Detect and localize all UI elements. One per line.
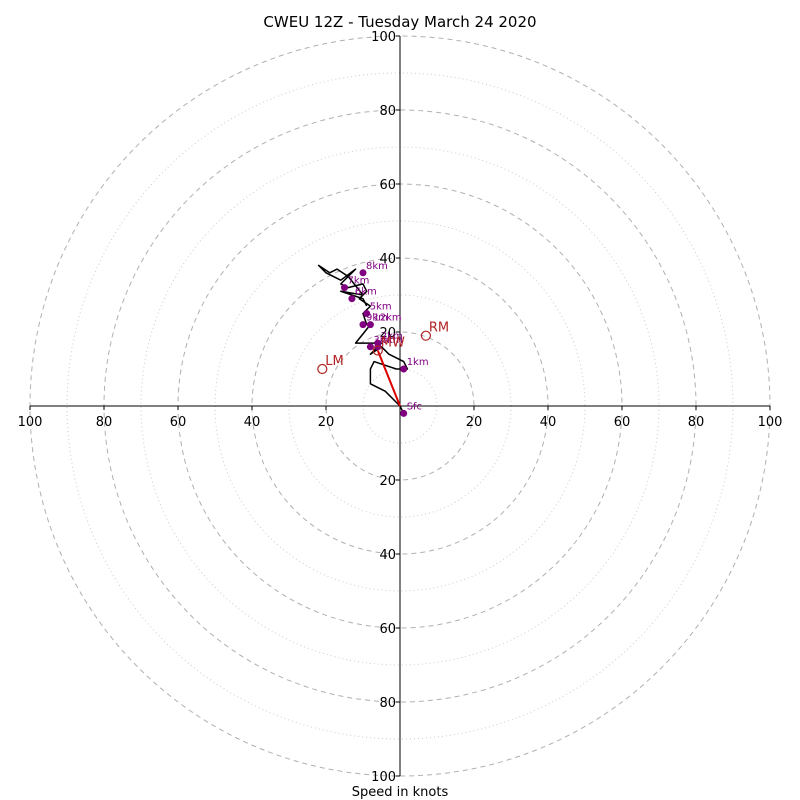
tick-label-left-40: 40 <box>244 415 261 430</box>
height-label-8km: 8km <box>366 261 388 272</box>
tick-label-right-80: 80 <box>688 415 705 430</box>
tick-label-bottom-100: 100 <box>371 770 396 785</box>
tick-label-left-80: 80 <box>96 415 113 430</box>
height-marker-4km <box>374 343 382 351</box>
height-label-9km: 9km <box>366 313 388 324</box>
storm-motion-label-mw: MW <box>381 336 405 351</box>
height-label-6km: 6km <box>355 287 377 298</box>
tick-label-left-60: 60 <box>170 415 187 430</box>
height-label-7km: 7km <box>348 276 370 287</box>
tick-label-left-100: 100 <box>18 415 43 430</box>
storm-motion-group: RM LM MW <box>317 321 449 375</box>
storm-motion-marker-rm <box>420 330 431 341</box>
height-marker-3km <box>366 343 374 351</box>
height-marker-sfc <box>400 409 408 417</box>
height-label-4km: 4km <box>381 335 403 346</box>
height-marker-9km <box>359 321 367 329</box>
tick-label-top-20: 20 <box>379 326 396 341</box>
height-label-3km: 3km <box>373 335 395 346</box>
height-label-2km: 2km <box>381 331 403 342</box>
height-label-sfc: Sfc <box>407 401 422 412</box>
chart-title: CWEU 12Z - Tuesday March 24 2020 <box>263 13 536 31</box>
tick-label-right-40: 40 <box>540 415 557 430</box>
storm-motion-marker-mw <box>372 345 383 356</box>
tick-label-right-100: 100 <box>758 415 783 430</box>
tick-label-bottom-40: 40 <box>379 548 396 563</box>
storm-motion-marker-lm <box>317 363 328 375</box>
tick-label-bottom-60: 60 <box>379 622 396 637</box>
hodograph-trace <box>317 264 409 414</box>
height-marker-7km <box>341 284 348 292</box>
storm-motion-label-rm: RM <box>429 321 449 336</box>
tick-label-top-80: 80 <box>379 104 396 119</box>
height-marker-6km <box>348 295 356 303</box>
tick-label-bottom-80: 80 <box>379 696 396 711</box>
tick-label-top-60: 60 <box>379 178 396 193</box>
x-axis-label: Speed in knots <box>352 785 449 800</box>
height-marker-5km <box>363 310 371 317</box>
tick-label-bottom-20: 20 <box>379 474 396 489</box>
height-marker-1km <box>400 365 408 373</box>
tick-label-top-100: 100 <box>371 30 396 45</box>
height-marker-12km <box>366 321 374 329</box>
tick-label-right-60: 60 <box>614 415 631 430</box>
tick-label-left-20: 20 <box>318 415 335 430</box>
height-label-5km: 5km <box>370 302 392 313</box>
height-label-12km: 12km <box>373 313 401 324</box>
height-label-1km: 1km <box>407 357 429 368</box>
height-marker-8km <box>359 269 367 277</box>
mean-wind-vector <box>376 350 401 407</box>
tick-label-top-40: 40 <box>379 252 396 267</box>
storm-motion-label-lm: LM <box>325 354 343 369</box>
tick-label-right-20: 20 <box>466 415 483 430</box>
